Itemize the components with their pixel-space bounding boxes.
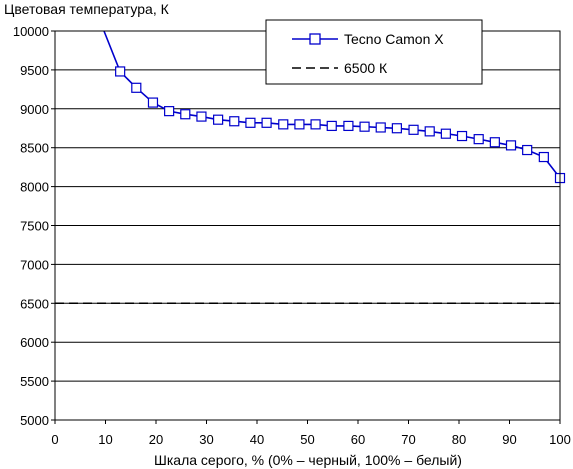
x-tick-label: 100 — [549, 432, 571, 447]
y-axis-title: Цветовая температура, К — [4, 1, 170, 17]
x-tick-label: 30 — [199, 432, 213, 447]
grid-lines — [55, 30, 560, 421]
data-point-marker — [505, 140, 517, 151]
x-axis-title: Шкала серого, % (0% – черный, 100% – бел… — [154, 452, 462, 468]
x-tick-label: 0 — [51, 432, 58, 447]
legend-label-series-1: Tecno Camon X — [344, 31, 444, 47]
data-point-marker — [213, 114, 224, 125]
y-tick-label: 10000 — [13, 24, 49, 39]
y-tick-label: 7000 — [20, 257, 49, 272]
data-point-marker — [180, 109, 191, 120]
y-tick-label: 6000 — [20, 335, 49, 350]
data-point-marker — [538, 151, 549, 163]
legend-marker-series-1 — [309, 33, 321, 45]
data-point-marker — [473, 134, 484, 145]
data-point-marker — [391, 123, 402, 134]
data-point-marker — [440, 128, 451, 139]
x-tick-label: 70 — [401, 432, 415, 447]
data-point-marker — [424, 126, 435, 137]
data-point-marker — [261, 117, 272, 128]
y-tick-label: 5500 — [20, 374, 49, 389]
x-tick-label: 50 — [300, 432, 314, 447]
data-point-marker — [408, 124, 419, 135]
data-point-marker — [196, 111, 207, 122]
data-point-marker — [294, 119, 305, 130]
y-tick-label: 8500 — [20, 141, 49, 156]
data-point-marker — [229, 116, 240, 127]
y-tick-label: 7500 — [20, 219, 49, 234]
legend: Tecno Camon X 6500 К — [265, 19, 483, 85]
data-point-marker — [131, 82, 142, 93]
data-point-marker — [489, 137, 500, 148]
data-point-marker — [522, 144, 533, 156]
y-tick-label: 5000 — [20, 413, 49, 428]
x-tick-label: 10 — [98, 432, 112, 447]
y-tick-label: 6500 — [20, 296, 49, 311]
data-point-marker — [164, 106, 175, 117]
data-point-marker — [456, 130, 468, 142]
legend-label-series-2: 6500 К — [344, 60, 388, 76]
data-point-marker — [326, 120, 337, 132]
data-point-marker — [359, 121, 370, 132]
y-tick-label: 9500 — [20, 63, 49, 78]
x-tick-label: 90 — [502, 432, 516, 447]
data-point-marker — [278, 119, 289, 130]
data-point-marker — [115, 66, 126, 77]
series-layer — [55, 30, 566, 305]
data-point-marker — [375, 122, 386, 133]
x-tick-label: 20 — [149, 432, 163, 447]
x-tick-label: 60 — [351, 432, 365, 447]
data-point-marker — [310, 119, 321, 130]
x-tick-label: 80 — [452, 432, 466, 447]
legend-box — [265, 19, 483, 85]
x-tick-label: 40 — [250, 432, 264, 447]
data-point-marker — [147, 97, 159, 108]
axes: 5000 5500 6000 6500 7000 7500 8000 8500 9000 9500… — [13, 24, 571, 447]
y-tick-label: 9000 — [20, 102, 49, 117]
data-point-marker — [245, 117, 256, 128]
y-tick-label: 8000 — [20, 180, 49, 195]
data-point-marker — [343, 120, 354, 132]
